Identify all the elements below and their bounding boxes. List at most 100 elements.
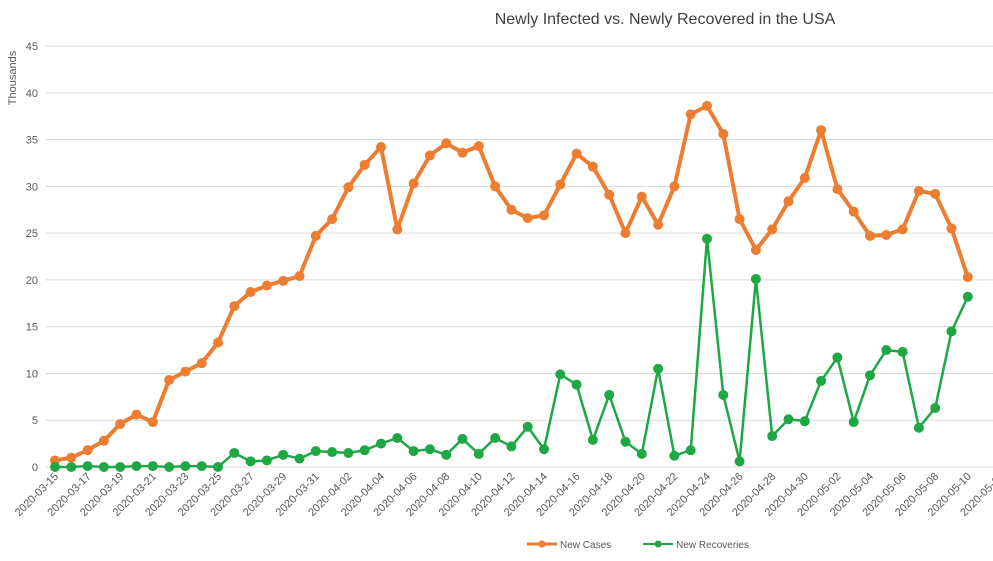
series-marker <box>147 461 158 472</box>
series-marker <box>799 172 810 183</box>
series-marker <box>669 181 680 192</box>
series-marker <box>376 438 386 449</box>
series-marker <box>702 233 712 244</box>
series-marker <box>131 409 142 420</box>
y-tick-label: 10 <box>26 368 38 380</box>
series-marker <box>180 461 191 472</box>
series-marker <box>571 148 582 159</box>
series-marker <box>294 453 305 464</box>
series-marker <box>213 462 223 472</box>
series-marker <box>131 461 142 472</box>
series-marker <box>294 271 305 282</box>
series-marker <box>376 142 386 153</box>
series-marker <box>816 125 827 136</box>
series-marker <box>604 189 615 200</box>
y-tick-label: 30 <box>26 181 38 193</box>
series-marker <box>848 206 859 217</box>
series-marker <box>147 417 158 428</box>
series-marker <box>98 435 109 446</box>
y-tick-label: 5 <box>32 415 38 427</box>
series-marker <box>946 223 957 234</box>
series-marker <box>50 462 60 472</box>
series-marker <box>913 186 924 197</box>
series-marker <box>848 417 859 428</box>
series-marker <box>261 455 272 466</box>
series-marker <box>702 100 712 111</box>
series-marker <box>261 280 272 291</box>
series-marker <box>424 444 435 455</box>
series-marker <box>278 275 289 286</box>
series-marker <box>734 456 745 467</box>
series-marker <box>278 449 289 460</box>
series-marker <box>180 366 191 377</box>
series-marker <box>571 379 582 390</box>
y-tick-label: 35 <box>26 135 38 147</box>
series-marker <box>441 138 452 149</box>
y-tick-label: 40 <box>26 88 38 100</box>
series-marker <box>587 161 598 172</box>
series-marker <box>229 301 240 312</box>
series-marker <box>620 436 631 447</box>
series-marker <box>734 214 745 225</box>
series-marker <box>522 421 533 432</box>
series-marker <box>816 375 827 386</box>
series-marker <box>392 432 403 443</box>
series-marker <box>897 346 908 357</box>
series-marker <box>718 389 729 400</box>
series-marker <box>196 461 207 472</box>
series-marker <box>66 462 77 472</box>
series-marker <box>962 272 973 283</box>
series-marker <box>359 159 370 170</box>
series-marker <box>539 444 549 455</box>
y-tick-label: 25 <box>26 228 38 240</box>
legend-label: New Recoveries <box>676 540 749 551</box>
series-marker <box>506 204 517 215</box>
series-marker <box>457 433 468 444</box>
y-axis-label: Thousands <box>7 50 19 105</box>
series-marker <box>718 128 729 139</box>
series-marker <box>327 447 338 458</box>
series-marker <box>82 445 93 456</box>
series-line <box>55 237 969 469</box>
series-marker <box>115 418 126 429</box>
series-marker <box>604 389 615 400</box>
y-tick-label: 0 <box>32 462 38 474</box>
legend-label: New Cases <box>560 540 611 551</box>
series-marker <box>82 461 93 472</box>
series-marker <box>490 181 501 192</box>
series-marker <box>962 291 973 302</box>
series-marker <box>881 345 892 356</box>
series-marker <box>685 109 696 120</box>
series-marker <box>196 358 207 369</box>
series-marker <box>913 422 924 433</box>
series-marker <box>555 179 566 190</box>
series-marker <box>441 449 452 460</box>
series-marker <box>310 230 321 241</box>
series-marker <box>164 462 175 472</box>
series-marker <box>750 273 761 284</box>
series-marker <box>310 446 321 457</box>
legend-marker <box>538 540 546 548</box>
series-marker <box>359 445 370 456</box>
series-marker <box>327 214 338 225</box>
series-marker <box>750 244 761 255</box>
series-marker <box>245 456 256 467</box>
series-marker <box>539 210 549 221</box>
series-marker <box>343 447 354 458</box>
series-marker <box>245 287 256 298</box>
series-marker <box>832 184 843 195</box>
chart-title: Newly Infected vs. Newly Recovered in th… <box>495 11 836 28</box>
series-marker <box>653 219 664 230</box>
series-marker <box>457 147 468 158</box>
series-marker <box>930 188 941 199</box>
y-tick-label: 15 <box>26 322 38 334</box>
series-marker <box>897 224 908 235</box>
series-marker <box>587 434 598 445</box>
series-marker <box>408 446 419 457</box>
series-marker <box>669 450 680 461</box>
series-marker <box>946 326 957 337</box>
series-line <box>54 103 970 463</box>
series-marker <box>636 448 647 459</box>
series-marker <box>653 363 664 374</box>
series-marker <box>767 224 778 235</box>
